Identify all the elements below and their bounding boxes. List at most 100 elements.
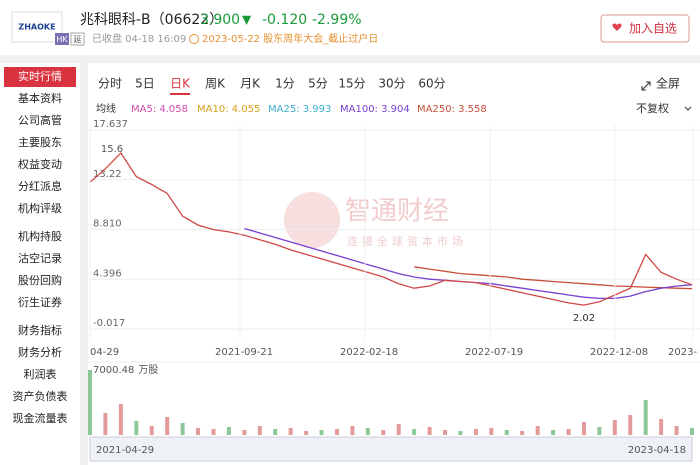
volume-bar <box>427 427 432 435</box>
period-tab[interactable]: 60分 <box>418 77 445 91</box>
period-tab[interactable]: 15分 <box>338 77 365 91</box>
volume-bar <box>196 428 201 435</box>
range-start: 2021-04-29 <box>96 445 154 456</box>
sidebar-item[interactable]: 分红派息 <box>18 179 62 193</box>
x-tick-label: 2022-07-19 <box>465 347 523 358</box>
sidebar-item[interactable]: 利润表 <box>24 367 57 381</box>
watermark-slogan: 连接全球资本市场 <box>347 234 467 248</box>
volume-bar <box>165 417 170 435</box>
adjust[interactable]: 不复权 <box>636 101 669 115</box>
ma-label: 均线 <box>96 102 116 115</box>
ma-item: MA10: 4.055 <box>197 104 260 115</box>
delay-badge <box>70 32 85 46</box>
volume-bar <box>226 427 231 435</box>
volume-bar <box>443 430 448 435</box>
period-tab[interactable]: 30分 <box>378 77 405 91</box>
market: HK <box>56 35 68 44</box>
ma-item: MA250: 3.558 <box>417 104 487 115</box>
x-tick-label: 2023- <box>668 347 697 358</box>
period-tab[interactable]: 周K <box>205 77 226 91</box>
main-panel <box>88 63 700 465</box>
volume-bar <box>674 426 679 435</box>
period-tab[interactable]: 月K <box>240 77 261 91</box>
volume-bar <box>257 426 262 435</box>
x-tick-label: 2022-02-18 <box>340 347 398 358</box>
volume-bar <box>304 431 309 435</box>
volume-bar <box>412 429 417 435</box>
period-tab[interactable]: 5分 <box>308 77 328 91</box>
watermark: 智通财经 <box>345 197 449 227</box>
sidebar-item[interactable]: 机构评级 <box>18 201 62 215</box>
sidebar-item[interactable]: 实时行情 <box>18 69 62 83</box>
watch-button[interactable] <box>600 14 690 43</box>
volume-bar <box>473 429 478 435</box>
volume-bar <box>520 431 525 435</box>
sidebar-item[interactable]: 公司高管 <box>18 113 62 127</box>
volume-bar <box>690 428 694 435</box>
x-tick-label: 04-29 <box>90 347 119 358</box>
sidebar-item[interactable]: 股份回购 <box>18 273 62 287</box>
volume-bar <box>581 422 586 435</box>
delay: 延 <box>74 34 82 44</box>
volume-bar <box>319 430 324 435</box>
change-pct: -2.99% <box>312 12 362 28</box>
y-tick-label: 8.810 <box>93 219 122 230</box>
change: -0.120 <box>262 12 307 28</box>
volume-bar <box>350 426 355 435</box>
watch-label[interactable]: 加入自选 <box>629 22 677 36</box>
arrow: ▼ <box>242 13 252 27</box>
sidebar-item[interactable]: 机构持股 <box>18 229 62 243</box>
ma-item: MA25: 3.993 <box>268 104 331 115</box>
range-scroller[interactable] <box>89 436 693 462</box>
sidebar-item[interactable]: 财务分析 <box>18 345 62 359</box>
sidebar-item[interactable]: 财务指标 <box>18 323 62 337</box>
period-tab[interactable]: 5日 <box>135 77 155 91</box>
volume-bar <box>612 420 617 435</box>
volume-bar <box>134 421 139 435</box>
volume-bar <box>118 404 123 435</box>
volume-bar <box>211 429 216 435</box>
period-tab[interactable]: 1分 <box>275 77 295 91</box>
notice-icon <box>189 34 199 44</box>
volume-bar <box>597 427 602 435</box>
stock-title: 兆科眼科-B（06622） <box>80 12 223 28</box>
sidebar-item[interactable]: 沽空记录 <box>18 251 62 265</box>
volume-bar <box>149 426 154 435</box>
logo: ZHAOKE <box>18 23 55 32</box>
sidebar-item[interactable]: 权益变动 <box>18 157 62 171</box>
fullscreen-icon[interactable] <box>641 81 651 91</box>
x-tick-label: 2022-12-08 <box>590 347 648 358</box>
volume-bar <box>365 428 370 435</box>
y-tick-label: 13.22 <box>93 169 122 180</box>
sidebar-selected <box>4 67 76 87</box>
y-tick-label: 17.637 <box>93 119 128 130</box>
volume-bar <box>88 370 92 435</box>
sidebar <box>0 63 80 465</box>
sidebar-item[interactable]: 衍生证券 <box>18 295 62 309</box>
volume-bar <box>273 429 278 435</box>
volume-bar <box>334 429 339 435</box>
period-tab[interactable]: 分时 <box>98 77 122 91</box>
sidebar-item[interactable]: 资产负债表 <box>13 389 68 403</box>
sidebar-item[interactable]: 主要股东 <box>18 136 62 149</box>
volume-bar <box>504 430 509 435</box>
price-line <box>89 151 693 306</box>
adjust-caret <box>684 106 692 111</box>
volume-bar <box>396 424 401 435</box>
volume-bar <box>180 423 185 435</box>
volume-bar <box>643 400 648 435</box>
fullscreen[interactable]: 全屏 <box>656 76 680 91</box>
min-label: 2.02 <box>573 313 595 324</box>
ma-item: MA5: 4.058 <box>131 104 188 115</box>
range-end: 2023-04-18 <box>628 445 686 456</box>
period-tab[interactable]: 日K <box>170 77 191 91</box>
watermark-logo <box>284 192 340 248</box>
volume-bar <box>242 430 247 435</box>
notice: 2023-05-22 股东周年大会_截止过户日 <box>202 32 378 45</box>
volume-bar <box>458 431 463 435</box>
sidebar-item[interactable]: 基本资料 <box>18 91 62 105</box>
sidebar-item[interactable]: 现金流量表 <box>13 411 68 425</box>
volume-unit: 万股 <box>138 364 158 376</box>
heart-icon <box>612 23 622 31</box>
